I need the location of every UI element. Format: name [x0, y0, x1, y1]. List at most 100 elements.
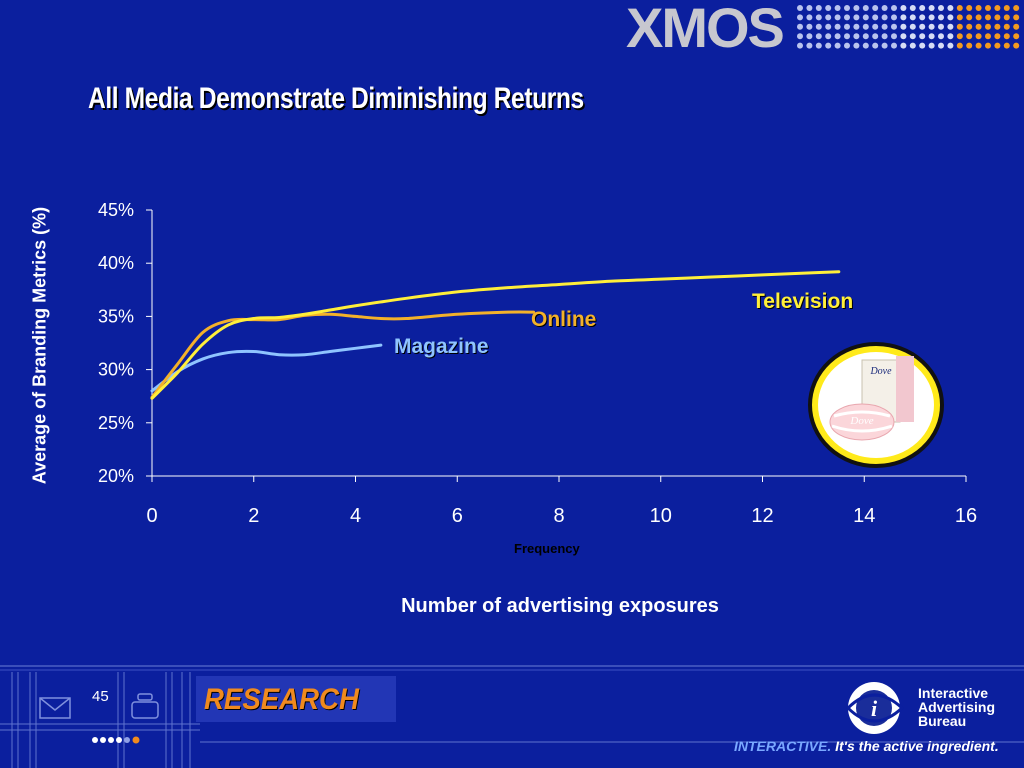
decor-dot [834, 14, 841, 21]
decor-dot [994, 42, 1001, 49]
decor-dot [966, 42, 973, 49]
decor-dot [909, 33, 916, 40]
decor-dot [928, 14, 935, 21]
iab-line-2: Advertising [918, 699, 996, 715]
svg-text:Dove: Dove [869, 366, 892, 377]
decor-dot [919, 33, 926, 40]
decor-dot [928, 42, 935, 49]
decor-dot [872, 42, 879, 49]
decor-dot [1013, 5, 1020, 11]
x-axis-title: Number of advertising exposures [401, 595, 719, 617]
decor-dot [891, 33, 897, 40]
tagline-rest: It's the active ingredient. [831, 738, 999, 754]
series-label-television: Television [752, 290, 854, 313]
decor-dot [1003, 42, 1010, 49]
decor-dot [844, 5, 850, 11]
page-number: 45 [92, 688, 109, 705]
x-tick-label: 8 [553, 505, 564, 527]
x-tick-label: 10 [650, 505, 672, 527]
decor-dot [966, 14, 973, 21]
decor-dot [928, 5, 935, 11]
y-tick-label: 40% [98, 253, 134, 273]
decor-dot [872, 14, 879, 21]
series-line-magazine [150, 343, 383, 393]
decor-dot [853, 14, 860, 21]
decor-dot [909, 14, 916, 21]
svg-text:i: i [871, 696, 878, 721]
decor-dot [815, 23, 822, 30]
decor-dot [872, 23, 879, 30]
decor-dot [994, 33, 1001, 40]
decor-dot [834, 23, 841, 30]
decor-dot [891, 23, 897, 30]
decor-dot [900, 5, 907, 11]
dove-soap-image: Dove Dove [808, 342, 944, 468]
decor-dot [797, 42, 803, 49]
decor-dot [1013, 33, 1020, 40]
decor-dot [919, 14, 926, 21]
x-tick-label: 0 [146, 505, 157, 527]
decor-dot [909, 42, 916, 49]
decor-dot [844, 33, 850, 40]
slide-title: All Media Demonstrate Diminishing Return… [88, 82, 584, 115]
decor-dot [891, 5, 897, 11]
decor-dot [825, 14, 832, 21]
iab-line-3: Bureau [918, 713, 967, 729]
decor-dot [825, 33, 832, 40]
x-tick-label: 6 [452, 505, 463, 527]
dot-grid-decoration [797, 5, 1020, 49]
x-tick-label: 14 [853, 505, 875, 527]
y-tick-label: 25% [98, 413, 134, 433]
decor-dot [909, 23, 916, 30]
x-tick-label: 12 [751, 505, 773, 527]
decor-dot [938, 5, 944, 11]
decor-dot [797, 23, 803, 30]
decor-dot [881, 23, 888, 30]
decor-dot [825, 23, 832, 30]
decor-dot [806, 23, 813, 30]
decor-dot [919, 42, 926, 49]
decor-dot [994, 23, 1001, 30]
y-tick-label: 30% [98, 360, 134, 380]
decor-dot [938, 33, 944, 40]
series-label-online: Online [531, 308, 597, 331]
decor-dot [891, 14, 897, 21]
decor-dot [815, 14, 822, 21]
x-axis-small-label: Frequency [514, 541, 580, 556]
decor-dot [881, 33, 888, 40]
series-line-online [150, 310, 536, 399]
decor-dot [853, 42, 860, 49]
decor-dot [806, 14, 813, 21]
x-tick-label: 4 [350, 505, 361, 527]
decor-dot [956, 5, 963, 11]
decor-dot [797, 5, 803, 11]
decor-dot [985, 5, 991, 11]
decor-dot [956, 14, 963, 21]
decor-dot [938, 23, 944, 30]
decor-dot [1003, 5, 1010, 11]
decor-dot [834, 33, 841, 40]
decor-dot [844, 42, 850, 49]
decor-dot [815, 33, 822, 40]
decor-dot [881, 14, 888, 21]
decor-dot [844, 23, 850, 30]
decor-dot [862, 33, 869, 40]
decor-dot [872, 5, 879, 11]
series-line-television [150, 270, 841, 400]
decor-dot [853, 23, 860, 30]
decor-dot [1013, 23, 1020, 30]
decor-dot [853, 5, 860, 11]
decor-dot [806, 33, 813, 40]
decor-dot [900, 33, 907, 40]
decor-dot [966, 5, 973, 11]
svg-text:Dove: Dove [849, 415, 873, 427]
decor-dot [928, 33, 935, 40]
decor-dot [815, 5, 822, 11]
decor-dot [966, 23, 973, 30]
decor-dot [975, 23, 982, 30]
xmos-logo: XMOS [626, 0, 785, 59]
decor-dot [928, 23, 935, 30]
decor-dot [956, 23, 963, 30]
decor-dot [985, 23, 991, 30]
decor-dot [900, 42, 907, 49]
